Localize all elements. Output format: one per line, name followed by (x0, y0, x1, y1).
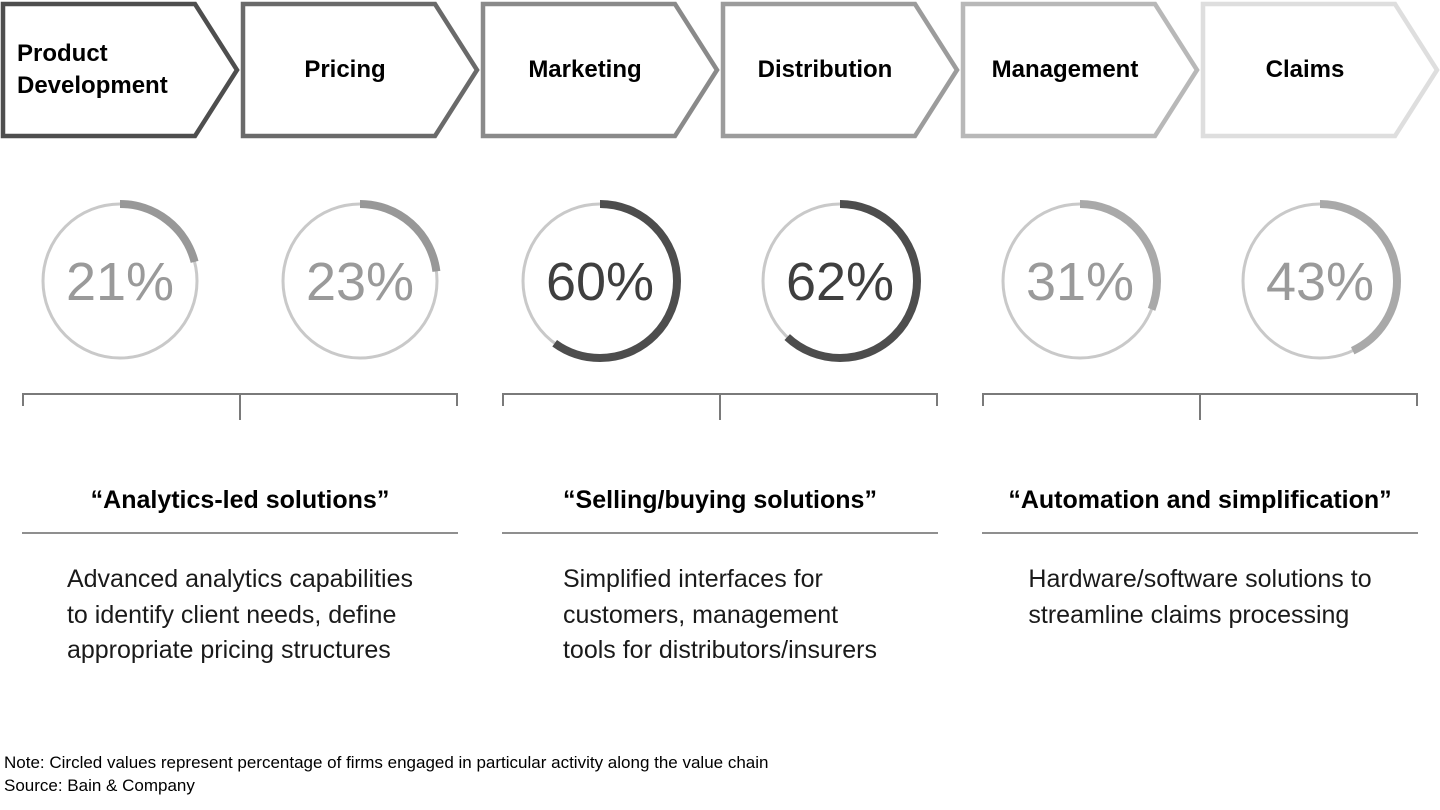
stage-label: Distribution (757, 56, 893, 84)
chevron-outline (240, 1, 480, 139)
bracket-analytics (0, 393, 480, 425)
source-text: Source: Bain & Company (4, 775, 195, 795)
chevron-outline (480, 1, 720, 139)
gauge-management: 31% (995, 196, 1165, 366)
stage-marketing: Marketing 60% (480, 0, 720, 366)
bracket-line (502, 393, 938, 425)
gauge-arc (39, 200, 201, 362)
gauge-product-development: 21% (35, 196, 205, 366)
gauge-arc (759, 200, 921, 362)
group-divider (22, 532, 458, 534)
group-selling-buying: “Selling/buying solutions” Simplified in… (480, 486, 960, 669)
stage-distribution: Distribution 62% (720, 0, 960, 366)
donut-gauge-icon: 23% (279, 200, 441, 362)
chevron-product-development: Product Development (0, 0, 240, 140)
chevron-arrow-icon (960, 1, 1200, 139)
bracket-mid-tick (239, 393, 241, 420)
bracket-line (982, 393, 1418, 425)
gauge-value: 23% (306, 252, 414, 312)
stage-label: Management (991, 56, 1139, 84)
chevron-pricing: Pricing (240, 0, 480, 140)
bracket-line (22, 393, 458, 425)
group-divider (502, 532, 938, 534)
group-automation: “Automation and simplification” Hardware… (960, 486, 1440, 669)
note-text: Note: Circled values represent percentag… (4, 753, 769, 772)
gauge-marketing: 60% (515, 196, 685, 366)
gauge-arc (1239, 200, 1401, 362)
donut-gauge-icon: 62% (759, 200, 921, 362)
gauge-value: 31% (1026, 252, 1134, 312)
stage-label: Product Development (17, 40, 168, 99)
chevron-marketing: Marketing (480, 0, 720, 140)
stage-claims: Claims 43% (1200, 0, 1440, 366)
chevron-claims: Claims (1200, 0, 1440, 140)
stage-management: Management 31% (960, 0, 1200, 366)
chevron-outline (720, 1, 960, 139)
group-description: Advanced analytics capabilities to ident… (66, 565, 414, 664)
chevron-arrow-icon (480, 1, 720, 139)
chevron-distribution: Distribution (720, 0, 960, 140)
stage-label: Claims (1265, 56, 1345, 84)
gauge-distribution: 62% (755, 196, 925, 366)
chevron-arrow-icon (0, 1, 240, 139)
gauge-value: 43% (1266, 252, 1374, 312)
group-brackets (0, 393, 1440, 425)
chevron-arrow-icon (720, 1, 960, 139)
bracket-mid-tick (1199, 393, 1201, 420)
gauge-claims: 43% (1235, 196, 1405, 366)
group-description: Simplified interfaces for customers, man… (562, 565, 877, 664)
donut-gauge-icon: 21% (39, 200, 201, 362)
stage-label: Marketing (528, 56, 642, 84)
chevron-outline (960, 1, 1200, 139)
group-title: “Analytics-led solutions” (90, 486, 390, 514)
gauge-value: 21% (66, 252, 174, 312)
group-description: Hardware/software solutions to streamlin… (1028, 565, 1372, 629)
gauge-value: 60% (546, 252, 654, 312)
stage-label: Pricing (304, 56, 386, 84)
donut-gauge-icon: 31% (999, 200, 1161, 362)
value-chain-stages: Product Development 21% Pricing (0, 0, 1440, 366)
chevron-arrow-icon (240, 1, 480, 139)
group-analytics: “Analytics-led solutions” Advanced analy… (0, 486, 480, 669)
bracket-mid-tick (719, 393, 721, 420)
chevron-arrow-icon (1200, 1, 1440, 139)
chevron-outline (0, 1, 240, 139)
stage-product-development: Product Development 21% (0, 0, 240, 366)
donut-gauge-icon: 43% (1239, 200, 1401, 362)
gauge-arc (999, 200, 1161, 362)
group-title: “Automation and simplification” (1008, 486, 1392, 514)
gauge-arc (279, 200, 441, 362)
gauge-arc (519, 200, 681, 362)
bracket-selling-buying (480, 393, 960, 425)
stage-pricing: Pricing 23% (240, 0, 480, 366)
bracket-automation (960, 393, 1440, 425)
group-title: “Selling/buying solutions” (563, 486, 877, 514)
gauge-pricing: 23% (275, 196, 445, 366)
group-divider (982, 532, 1418, 534)
donut-gauge-icon: 60% (519, 200, 681, 362)
chevron-outline (1200, 1, 1440, 139)
solution-groups: “Analytics-led solutions” Advanced analy… (0, 486, 1440, 669)
footnotes: Note: Circled values represent percentag… (4, 752, 768, 798)
chevron-management: Management (960, 0, 1200, 140)
gauge-value: 62% (786, 252, 894, 312)
